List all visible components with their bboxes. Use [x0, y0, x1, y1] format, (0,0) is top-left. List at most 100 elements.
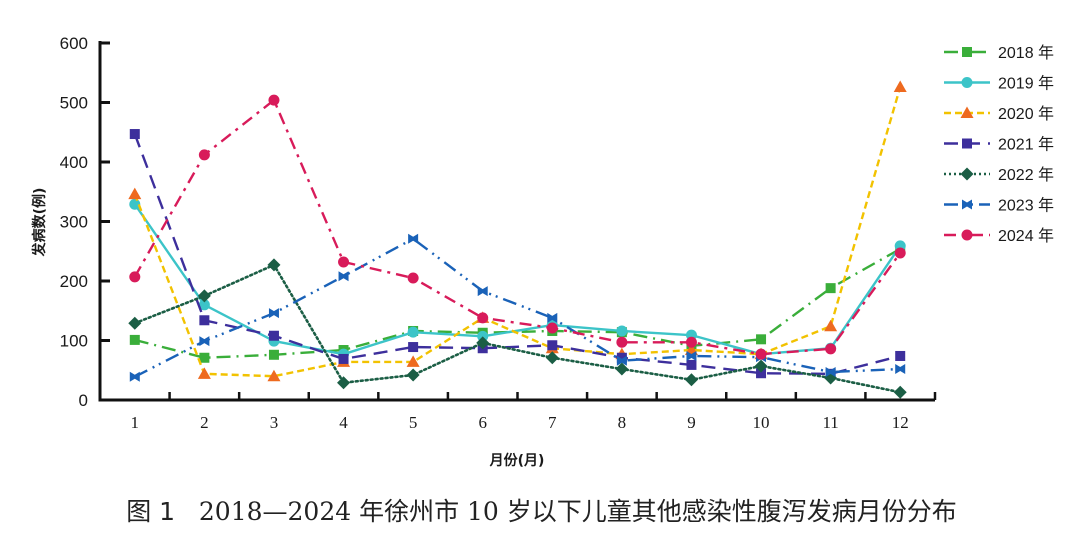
data-point	[684, 373, 698, 387]
data-point	[546, 322, 558, 334]
series-line	[134, 247, 901, 359]
x-tick-label: 8	[618, 413, 627, 432]
data-point	[197, 289, 211, 303]
data-point	[338, 271, 349, 282]
series-2018	[129, 243, 906, 363]
legend-item: 2024 年	[944, 227, 1054, 245]
data-point	[268, 330, 279, 341]
data-point	[268, 308, 279, 319]
legend-label: 2019 年	[998, 75, 1054, 93]
data-point	[197, 367, 211, 379]
plot-area	[128, 80, 907, 399]
series-line	[133, 98, 902, 356]
data-point	[128, 187, 142, 200]
data-point	[615, 362, 629, 376]
data-point	[199, 315, 210, 326]
data-point	[406, 368, 420, 382]
y-tick-label: 600	[60, 34, 88, 53]
legend-item: 2023 年	[944, 197, 1054, 215]
data-point	[825, 367, 836, 378]
data-point	[198, 149, 210, 161]
data-point	[893, 385, 907, 399]
legend-marker	[961, 229, 973, 241]
y-tick-label: 500	[60, 94, 88, 113]
x-tick-label: 10	[753, 413, 770, 432]
legend-marker	[962, 199, 972, 210]
legend-item: 2020 年	[944, 105, 1054, 123]
series-2024	[129, 94, 906, 360]
legend-label: 2021 年	[998, 136, 1054, 154]
legend-item: 2021 年	[944, 136, 1054, 154]
data-point	[755, 348, 767, 360]
data-point	[754, 359, 768, 373]
x-tick-label: 11	[822, 413, 838, 432]
data-point	[895, 364, 906, 375]
data-point	[337, 376, 351, 390]
legend: 2018 年 2019 年 2020 年 2021 年 2022 年 2023 年 2024…	[944, 44, 1054, 245]
data-point	[547, 312, 558, 323]
series-line	[133, 203, 902, 356]
series-2021	[129, 129, 906, 379]
data-point	[477, 330, 489, 342]
legend-marker	[962, 138, 972, 149]
series-line	[133, 263, 902, 394]
data-point	[616, 352, 627, 363]
data-point	[267, 258, 281, 272]
legend-marker	[961, 77, 973, 88]
x-tick-label: 3	[270, 413, 279, 432]
data-point	[825, 343, 837, 355]
data-point	[756, 368, 767, 379]
legend-label: 2024 年	[998, 227, 1054, 245]
x-tick-label: 4	[339, 413, 348, 432]
data-point	[408, 342, 419, 353]
legend-marker	[960, 167, 974, 181]
data-point	[268, 94, 280, 106]
data-point	[685, 336, 697, 348]
x-tick-label: 5	[409, 413, 418, 432]
data-point	[407, 326, 419, 338]
data-point	[129, 198, 141, 210]
data-point	[756, 334, 767, 345]
x-tick-label: 6	[478, 413, 487, 432]
figure-caption: 图 1 2018—2024 年徐州市 10 岁以下儿童其他感染性腹泻发病月份分布	[0, 492, 1083, 528]
x-tick-label: 2	[200, 413, 209, 432]
data-point	[895, 350, 906, 361]
y-axis-title: 发病数(例)	[31, 188, 48, 258]
y-tick-label: 100	[60, 332, 88, 351]
data-point	[477, 312, 489, 324]
data-point	[407, 272, 419, 284]
legend-label: 2020 年	[998, 105, 1054, 123]
data-point	[406, 355, 420, 367]
legend-item: 2018 年	[944, 44, 1054, 62]
series-2019	[129, 198, 906, 360]
x-axis-title: 月份(月)	[489, 452, 545, 469]
x-tick-label: 1	[131, 413, 140, 432]
legend-marker	[960, 106, 974, 118]
data-point	[547, 340, 558, 351]
data-point	[338, 353, 349, 364]
x-tick-label: 9	[687, 413, 696, 432]
data-point	[198, 299, 210, 311]
data-point	[129, 371, 140, 382]
series-2020	[128, 80, 907, 382]
data-point	[129, 271, 141, 283]
data-point	[686, 350, 697, 361]
series-2022	[128, 258, 907, 399]
series-line	[134, 237, 901, 378]
data-point	[477, 286, 488, 297]
data-point	[199, 352, 210, 363]
data-point	[824, 319, 838, 332]
y-tick-label: 200	[60, 272, 88, 291]
data-point	[894, 247, 906, 259]
data-point	[616, 355, 627, 366]
data-point	[267, 369, 281, 382]
data-point	[199, 336, 210, 347]
data-point	[408, 233, 419, 244]
data-point	[338, 256, 350, 268]
data-point	[686, 359, 697, 370]
data-point	[128, 316, 142, 330]
legend-marker	[962, 47, 972, 57]
data-point	[825, 283, 836, 294]
series-2023	[129, 233, 906, 382]
